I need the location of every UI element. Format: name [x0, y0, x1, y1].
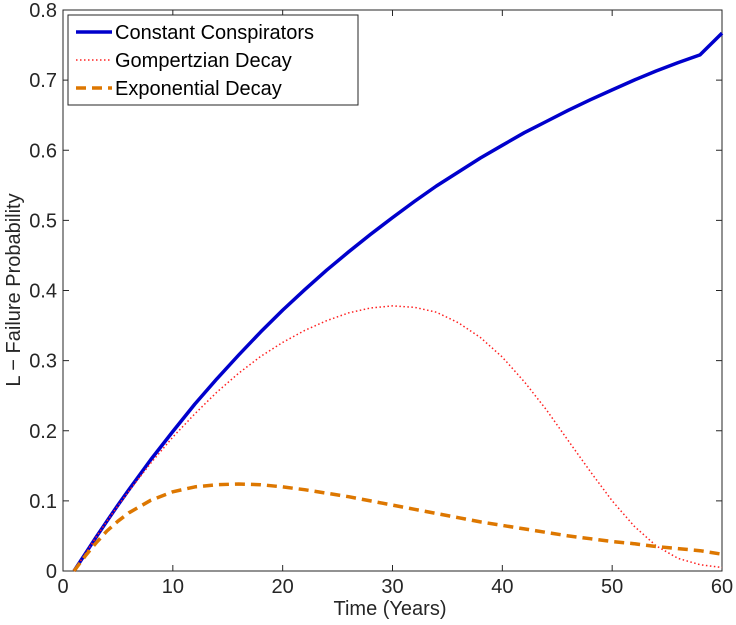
legend-label: Gompertzian Decay [115, 50, 292, 72]
plot-area: 0 10 20 30 40 50 60 0 0.1 0.2 0.3 0.4 0.5 0.6 0.7 0.8 Co… [29, 0, 733, 598]
x-tick-label: 20 [272, 576, 294, 598]
series-line-exponential-decay [72, 482, 723, 573]
y-tick-label: 0.4 [29, 281, 57, 303]
y-tick-label: 0.7 [29, 70, 57, 92]
series-line-gompertzian-decay [73, 305, 723, 572]
legend-label: Constant Conspirators [115, 22, 314, 44]
x-tick-label: 30 [381, 576, 403, 598]
y-tick-label: 0.1 [29, 491, 57, 513]
x-tick-label: 40 [491, 576, 513, 598]
x-tick-label: 10 [162, 576, 184, 598]
y-tick-label: 0 [46, 561, 57, 583]
x-tick-label: 50 [601, 576, 623, 598]
y-tick-label: 0.6 [29, 140, 57, 162]
x-tick-label: 60 [711, 576, 733, 598]
x-tick-label: 0 [57, 576, 68, 598]
series-line-constant-conspirators [72, 31, 724, 572]
legend-box [67, 14, 359, 106]
legend-label: Exponential Decay [115, 78, 282, 100]
y-tick-label: 0.3 [29, 351, 57, 373]
y-tick-label: 0.5 [29, 210, 57, 232]
y-axis-label: L − Failure Probability [3, 193, 25, 386]
y-tick-label: 0.8 [29, 0, 57, 22]
y-tick-label: 0.2 [29, 421, 57, 443]
x-axis-label: Time (Years) [334, 598, 447, 620]
